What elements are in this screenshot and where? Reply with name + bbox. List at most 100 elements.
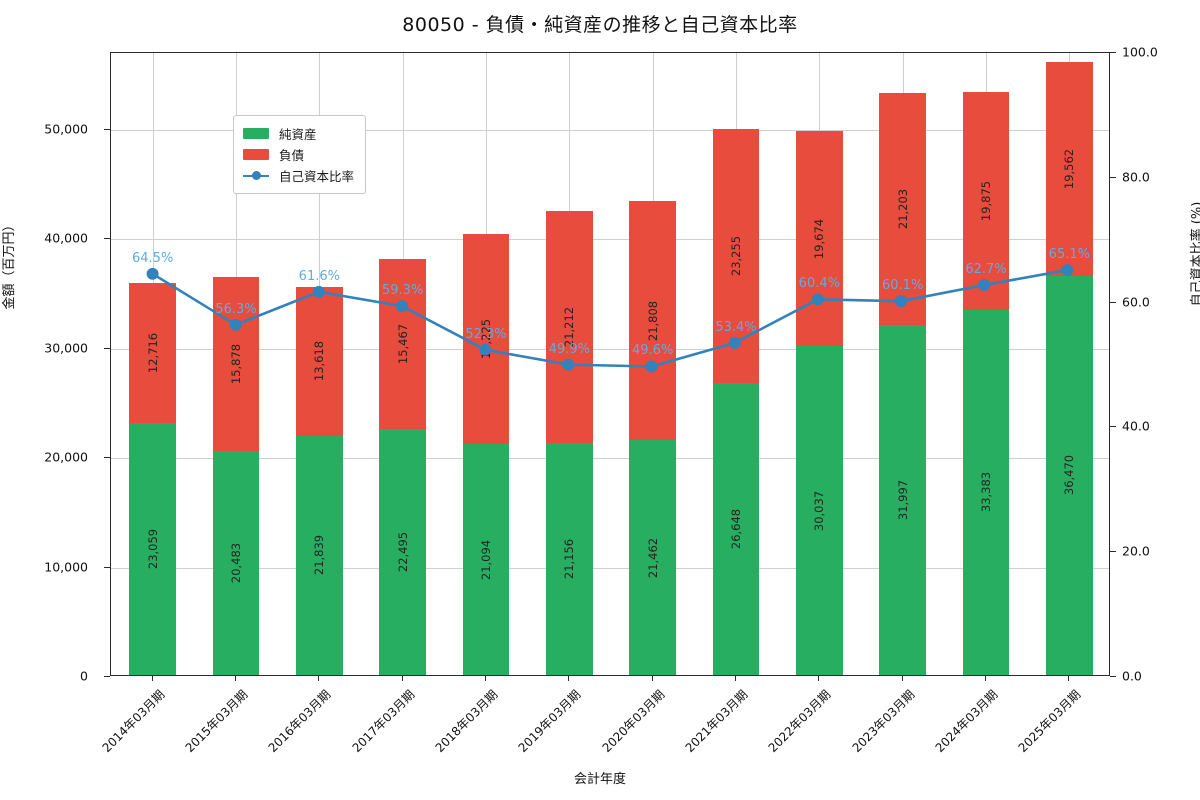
bar-segment-liability[interactable]: 19,674 [796,130,843,347]
gridline-horizontal [111,239,1109,241]
bar-group[interactable]: 21,462 21,808 [629,51,676,675]
ratio-data-point[interactable] [229,318,242,331]
y-tick-label-left: 50,000 [44,121,88,137]
ratio-data-point[interactable] [1061,264,1074,277]
ratio-value-label: 64.5% [132,250,174,266]
bar-group[interactable]: 23,059 12,716 [129,51,176,675]
bar-group[interactable]: 21,156 21,212 [546,51,593,675]
bar-segment-equity[interactable]: 33,383 [962,309,1010,675]
bar-segment-liability[interactable]: 15,878 [212,276,260,451]
x-tick-label: 2016年03月期 [265,687,334,756]
x-axis-label: 会計年度 [573,772,626,787]
ratio-value-label: 56.3% [215,301,257,317]
bar-group[interactable]: 21,839 13,618 [296,51,343,675]
bar-segment-liability[interactable]: 21,203 [879,92,926,325]
bar-group[interactable]: 31,997 21,203 [879,51,926,675]
y-tick-mark-left [104,347,110,349]
bar-segment-liability[interactable]: 15,467 [379,259,426,429]
y-tick-label-right: 80.0 [1122,169,1150,185]
ratio-value-label: 49.6% [632,343,674,359]
bar-segment-liability[interactable]: 19,875 [962,91,1010,310]
bar-group[interactable]: 30,037 19,674 [796,51,843,675]
x-tick-label: 2019年03月期 [515,687,584,756]
x-tick-mark [735,676,736,681]
y-tick-mark-left [104,238,110,240]
bar-segment-liability[interactable]: 19,225 [462,233,510,445]
legend-item[interactable]: 自己資本比率 [243,165,354,186]
ratio-value-label: 60.1% [882,277,924,293]
legend-line-marker-icon [243,170,269,181]
gridline-horizontal [111,458,1109,460]
ratio-data-point[interactable] [895,295,908,308]
x-tick-mark [1068,676,1070,681]
gridline-horizontal [111,567,1109,569]
x-tick-mark [151,676,153,681]
ratio-data-point[interactable] [645,360,658,373]
bar-segment-equity[interactable]: 21,839 [296,435,343,675]
bar-group[interactable]: 36,470 19,562 [1046,51,1093,675]
ratio-data-point[interactable] [479,343,492,356]
x-tick-label: 2021年03月期 [682,687,751,756]
ratio-line-path [151,268,1069,368]
bar-segment-liability[interactable]: 12,716 [129,283,176,423]
y-tick-label-right: 0.0 [1122,668,1142,684]
ratio-data-point[interactable] [562,358,575,371]
ratio-data-point[interactable] [146,267,159,280]
ratio-data-point[interactable] [396,300,409,313]
y-tick-label-right: 100.0 [1122,44,1158,60]
x-tick-mark [235,676,236,681]
ratio-data-point[interactable] [312,285,325,298]
bar-segment-equity[interactable]: 22,495 [379,428,426,675]
x-tick-mark [568,676,570,681]
y-tick-mark-left [104,128,110,130]
y-tick-label-right: 60.0 [1122,294,1150,310]
y-tick-mark-left [104,676,110,677]
x-tick-mark [485,676,486,681]
y-tick-label-left: 20,000 [44,449,88,465]
bar-segment-liability[interactable]: 13,618 [296,286,343,436]
bar-segment-liability[interactable]: 21,212 [546,211,593,444]
bar-segment-equity[interactable]: 21,156 [546,443,593,675]
bar-group[interactable]: 22,495 15,467 [379,51,426,675]
y-tick-mark-right [1110,52,1116,53]
x-tick-mark [818,676,820,681]
bar-segment-equity[interactable]: 36,470 [1046,275,1093,675]
x-tick-label: 2020年03月期 [599,687,667,756]
gridline-horizontal [111,129,1109,131]
ratio-value-label: 60.4% [798,276,840,292]
bar-group[interactable]: 20,483 15,878 [212,51,260,675]
ratio-data-point[interactable] [728,336,741,349]
x-tick-label: 2022年03月期 [765,687,834,756]
bar-segment-equity[interactable]: 20,483 [212,450,260,675]
bar-segment-equity[interactable]: 26,648 [712,383,760,675]
legend-swatch-icon [243,128,269,139]
ratio-data-point[interactable] [811,293,824,306]
chart-legend: 純資産負債自己資本比率 [233,115,367,194]
bar-segment-equity[interactable]: 21,462 [629,440,676,675]
x-tick-label: 2014年03月期 [99,687,167,756]
bar-segment-equity[interactable]: 31,997 [879,324,926,675]
plot-area: 23,059 12,716 20,483 15,878 21,839 13,618 22,4… [110,52,1110,676]
legend-item[interactable]: 純資産 [243,123,354,144]
bar-segment-equity[interactable]: 21,094 [462,444,510,675]
legend-swatch-icon [243,149,269,160]
legend-item-label: 負債 [279,148,305,163]
x-tick-label: 2025年03月期 [1015,687,1084,756]
bar-group[interactable]: 33,383 19,875 [962,51,1010,675]
ratio-line-series [146,264,1074,373]
x-tick-label: 2023年03月期 [849,687,917,756]
bar-segment-liability[interactable]: 21,808 [629,201,676,441]
bar-group[interactable]: 21,094 19,225 [462,51,510,675]
legend-item[interactable]: 負債 [243,144,354,165]
bar-segment-equity[interactable]: 30,037 [796,346,843,675]
y-tick-mark-right [1110,676,1116,677]
ratio-value-label: 49.9% [548,341,590,357]
y-tick-mark-left [104,457,110,459]
bar-segment-equity[interactable]: 23,059 [129,422,176,675]
y-tick-label-left: 40,000 [44,230,88,246]
x-tick-label: 2018年03月期 [432,687,501,756]
bar-segment-liability[interactable]: 19,562 [1046,61,1093,276]
ratio-data-point[interactable] [978,279,991,291]
y-tick-label-right: 40.0 [1122,418,1150,434]
